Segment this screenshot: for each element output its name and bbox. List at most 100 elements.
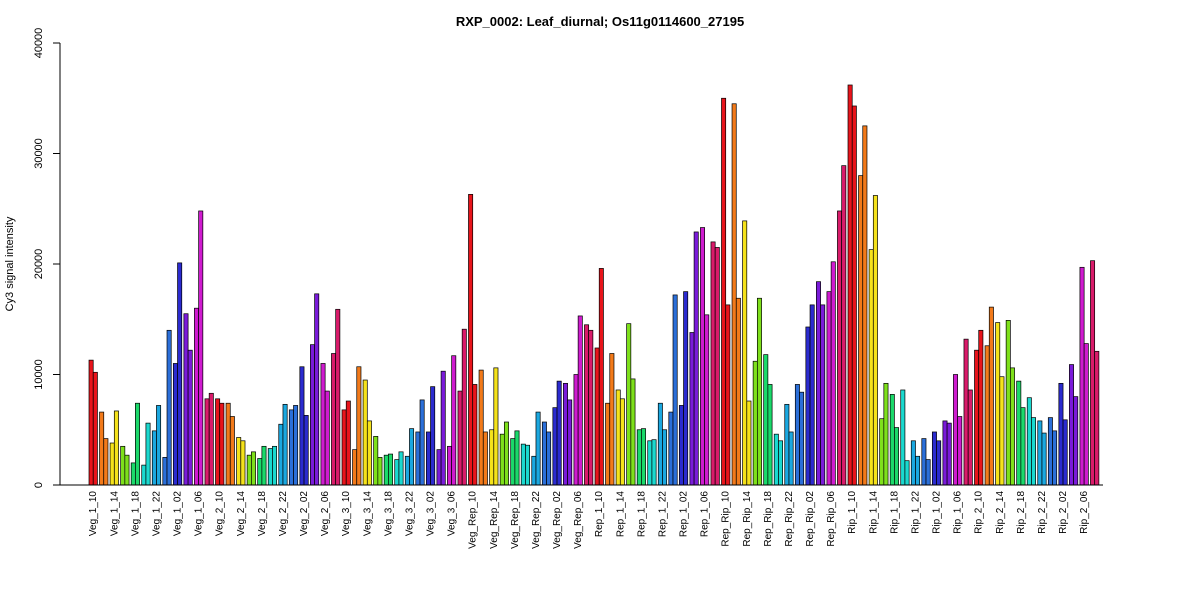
x-tick-label: Rep_Rip_10 — [721, 491, 732, 547]
x-tick-label: Veg_3_18 — [383, 491, 394, 536]
bar — [493, 367, 499, 486]
bar — [341, 409, 347, 486]
x-tick-label: Rip_1_06 — [953, 491, 964, 534]
x-tick-label: Rip_2_10 — [974, 491, 985, 534]
bar — [630, 378, 636, 486]
bar — [830, 261, 836, 486]
bar — [425, 431, 431, 486]
x-tick-label: Veg_2_06 — [320, 491, 331, 536]
bar — [668, 411, 674, 486]
bar — [957, 416, 963, 486]
x-tick-label: Rip_2_06 — [1079, 491, 1090, 534]
bar — [331, 353, 337, 486]
x-tick-label: Rep_1_10 — [594, 491, 605, 538]
bar — [215, 398, 221, 486]
bar — [345, 400, 351, 486]
bar — [925, 459, 931, 486]
y-axis-label: Cy3 signal intensity — [4, 216, 16, 311]
x-tick-label: Rep_Rip_14 — [742, 491, 753, 547]
bar — [225, 402, 231, 486]
bar — [858, 175, 864, 486]
y-tick-label: 0 — [33, 482, 45, 488]
x-tick-label: Veg_2_14 — [236, 491, 247, 536]
bar — [1069, 364, 1074, 486]
bar — [868, 249, 874, 486]
bar — [198, 210, 204, 486]
bar — [731, 103, 737, 486]
y-tick-label: 20000 — [33, 249, 45, 280]
x-tick-label: Rip_2_14 — [995, 491, 1006, 534]
bar — [1094, 350, 1100, 486]
bar — [693, 231, 699, 486]
x-tick-label: Veg_Rep_06 — [573, 491, 584, 549]
bar — [931, 431, 937, 486]
bar — [872, 195, 878, 486]
bar — [388, 453, 393, 486]
bar — [889, 394, 895, 486]
x-tick-label: Rip_1_14 — [868, 491, 879, 534]
bar — [563, 382, 568, 486]
bar — [714, 247, 720, 486]
bar — [978, 329, 984, 486]
bar — [310, 344, 315, 486]
bar — [615, 389, 621, 486]
x-tick-label: Veg_1_18 — [130, 491, 141, 536]
bar — [837, 210, 843, 486]
y-tick-label: 10000 — [33, 359, 45, 390]
bar — [103, 438, 109, 486]
bar — [141, 464, 147, 486]
bar — [194, 307, 199, 486]
bar — [700, 227, 705, 486]
x-axis-labels: Veg_1_10 Veg_1_14 Veg_1_18 Veg_1_22 Veg_1_02… — [88, 491, 1090, 549]
bar — [320, 363, 326, 486]
bar — [88, 359, 94, 486]
bar — [820, 304, 826, 486]
bar — [678, 405, 684, 486]
bar — [124, 454, 130, 486]
x-tick-label: Veg_3_22 — [404, 491, 415, 536]
bar — [1079, 266, 1085, 486]
bar — [805, 326, 811, 486]
bar — [999, 376, 1005, 486]
bar — [356, 366, 362, 486]
bar — [921, 438, 927, 486]
x-tick-label: Veg_1_22 — [151, 491, 162, 536]
x-tick-label: Veg_Rep_02 — [552, 491, 563, 549]
x-tick-label: Veg_3_06 — [447, 491, 458, 536]
bar — [99, 411, 105, 486]
x-tick-label: Veg_1_06 — [194, 491, 205, 536]
bar — [657, 402, 663, 486]
bar — [778, 440, 783, 486]
bars-group — [88, 84, 1100, 486]
bar — [710, 241, 716, 486]
bar — [841, 165, 847, 486]
bar — [1062, 419, 1068, 486]
bar — [436, 449, 442, 486]
bar — [605, 402, 611, 486]
bar — [974, 349, 980, 486]
bar — [799, 391, 805, 486]
bar — [240, 440, 246, 486]
bar — [910, 440, 916, 486]
bar — [461, 328, 467, 486]
bar — [335, 308, 341, 486]
bar — [531, 455, 537, 486]
x-tick-label: Veg_3_14 — [362, 491, 373, 536]
bar — [187, 349, 193, 486]
bar — [641, 428, 646, 486]
bar — [1083, 343, 1089, 486]
bar — [219, 402, 225, 486]
bar — [303, 415, 309, 486]
x-tick-label: Rip_1_22 — [910, 491, 921, 534]
bar — [394, 459, 400, 486]
bar — [1009, 367, 1015, 486]
bar — [1031, 417, 1036, 486]
bar — [451, 355, 457, 486]
x-tick-label: Veg_Rep_18 — [510, 491, 521, 549]
x-tick-label: Rip_1_18 — [889, 491, 900, 534]
bar — [752, 360, 758, 486]
bar — [468, 194, 474, 486]
bar — [900, 389, 906, 486]
bar — [936, 440, 942, 486]
bar — [503, 421, 509, 486]
